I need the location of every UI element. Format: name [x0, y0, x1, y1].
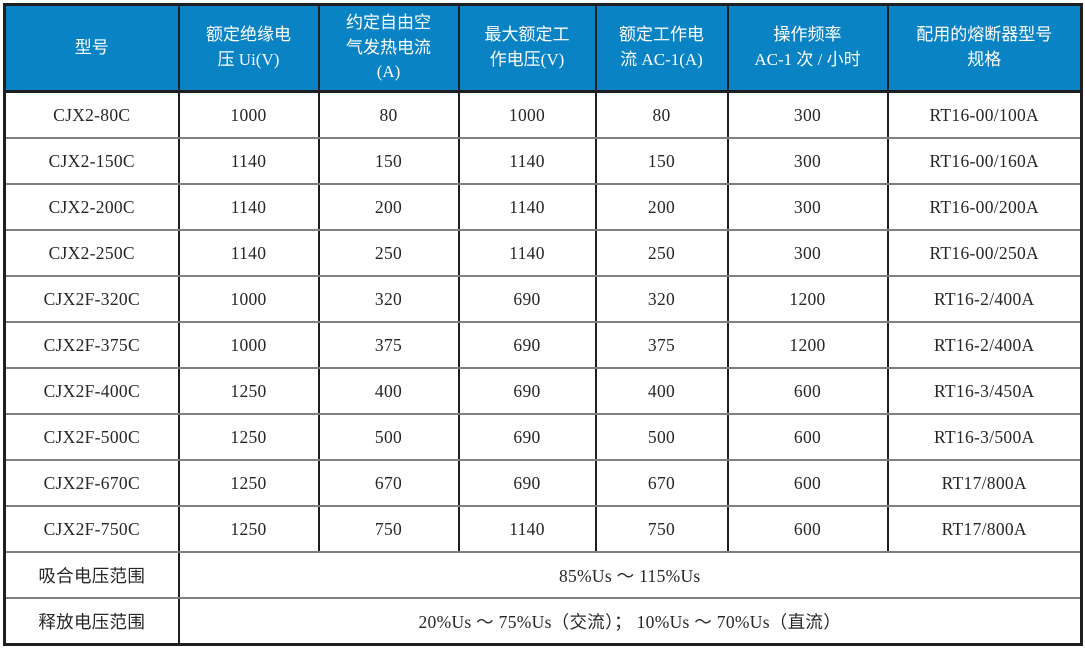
model-cell: CJX2F-750C — [3, 505, 180, 553]
value-cell: RT16-00/250A — [886, 229, 1083, 277]
value-cell: 1250 — [177, 367, 320, 415]
value-cell: 200 — [317, 183, 460, 231]
model-cell: CJX2F-375C — [3, 321, 180, 369]
value-cell: 1250 — [177, 505, 320, 553]
model-cell: CJX2-250C — [3, 229, 180, 277]
value-cell: 1000 — [177, 275, 320, 323]
value-cell: 400 — [317, 367, 460, 415]
table-row: CJX2F-400C 1250 400 690 400 600 RT16-3/450A — [3, 367, 1083, 415]
value-cell: 1200 — [726, 275, 889, 323]
value-cell: 690 — [457, 367, 597, 415]
value-cell: 750 — [317, 505, 460, 553]
table-row: CJX2F-500C 1250 500 690 500 600 RT16-3/500A — [3, 413, 1083, 461]
model-cell: CJX2-150C — [3, 137, 180, 185]
footer-label-cell: 吸合电压范围 — [3, 551, 180, 599]
value-cell: RT16-2/400A — [886, 275, 1083, 323]
value-cell: 1140 — [177, 229, 320, 277]
value-cell: 690 — [457, 413, 597, 461]
value-cell: RT16-2/400A — [886, 321, 1083, 369]
table-row: CJX2F-670C 1250 670 690 670 600 RT17/800A — [3, 459, 1083, 507]
table-row: CJX2F-375C 1000 375 690 375 1200 RT16-2/400A — [3, 321, 1083, 369]
value-cell: 670 — [594, 459, 729, 507]
value-cell: 1000 — [457, 90, 597, 139]
value-cell: 300 — [726, 90, 889, 139]
model-cell: CJX2-200C — [3, 183, 180, 231]
value-cell: 375 — [594, 321, 729, 369]
value-cell: 300 — [726, 137, 889, 185]
table-row: CJX2-200C 1140 200 1140 200 300 RT16-00/200A — [3, 183, 1083, 231]
value-cell: 80 — [317, 90, 460, 139]
value-cell: 1250 — [177, 459, 320, 507]
column-header-rated-insulation-voltage: 额定绝缘电 压 Ui(V) — [177, 3, 320, 93]
value-cell: 400 — [594, 367, 729, 415]
column-header-matching-fuse-model: 配用的熔断器型号 规格 — [886, 3, 1083, 93]
value-cell: 80 — [594, 90, 729, 139]
value-cell: 200 — [594, 183, 729, 231]
value-cell: 150 — [317, 137, 460, 185]
value-cell: 690 — [457, 321, 597, 369]
value-cell: 1140 — [457, 229, 597, 277]
value-cell: 300 — [726, 229, 889, 277]
column-header-operating-frequency: 操作频率 AC-1 次 / 小时 — [726, 3, 889, 93]
value-cell: 320 — [594, 275, 729, 323]
value-cell: 1140 — [457, 137, 597, 185]
value-cell: RT16-3/450A — [886, 367, 1083, 415]
model-cell: CJX2-80C — [3, 90, 180, 139]
value-cell: 600 — [726, 459, 889, 507]
value-cell: 1000 — [177, 321, 320, 369]
model-cell: CJX2F-400C — [3, 367, 180, 415]
contactor-spec-table: 型号 额定绝缘电 压 Ui(V) 约定自由空 气发热电流 (A) 最大额定工 作电压(… — [3, 3, 1083, 646]
value-cell: 600 — [726, 367, 889, 415]
value-cell: 690 — [457, 275, 597, 323]
value-cell: 1140 — [457, 183, 597, 231]
value-cell: 690 — [457, 459, 597, 507]
value-cell: RT16-00/200A — [886, 183, 1083, 231]
header-row: 型号 额定绝缘电 压 Ui(V) 约定自由空 气发热电流 (A) 最大额定工 作电压(… — [3, 3, 1083, 93]
model-cell: CJX2F-500C — [3, 413, 180, 461]
value-cell: RT16-00/160A — [886, 137, 1083, 185]
pickup-voltage-range-row: 吸合电压范围 85%Us ～ 115%Us — [3, 551, 1083, 599]
value-cell: 1200 — [726, 321, 889, 369]
column-header-max-rated-working-voltage: 最大额定工 作电压(V) — [457, 3, 597, 93]
table-row: CJX2-80C 1000 80 1000 80 300 RT16-00/100A — [3, 90, 1083, 139]
column-header-conventional-free-air-thermal-current: 约定自由空 气发热电流 (A) — [317, 3, 460, 93]
table-row: CJX2-250C 1140 250 1140 250 300 RT16-00/250A — [3, 229, 1083, 277]
value-cell: 1140 — [457, 505, 597, 553]
value-cell: 500 — [317, 413, 460, 461]
table-row: CJX2F-750C 1250 750 1140 750 600 RT17/800A — [3, 505, 1083, 553]
table-header: 型号 额定绝缘电 压 Ui(V) 约定自由空 气发热电流 (A) 最大额定工 作电压(… — [3, 3, 1083, 93]
column-header-model: 型号 — [3, 3, 180, 93]
footer-value-cell: 20%Us ～ 75%Us（交流）； 10%Us ～ 70%Us（直流） — [177, 597, 1083, 646]
value-cell: RT16-3/500A — [886, 413, 1083, 461]
value-cell: 150 — [594, 137, 729, 185]
value-cell: 320 — [317, 275, 460, 323]
column-header-rated-working-current-ac1: 额定工作电 流 AC-1(A) — [594, 3, 729, 93]
value-cell: 500 — [594, 413, 729, 461]
value-cell: RT17/800A — [886, 505, 1083, 553]
value-cell: 1000 — [177, 90, 320, 139]
value-cell: 375 — [317, 321, 460, 369]
value-cell: RT17/800A — [886, 459, 1083, 507]
table-row: CJX2-150C 1140 150 1140 150 300 RT16-00/160A — [3, 137, 1083, 185]
footer-value-cell: 85%Us ～ 115%Us — [177, 551, 1083, 599]
footer-label-cell: 释放电压范围 — [3, 597, 180, 646]
table-body: CJX2-80C 1000 80 1000 80 300 RT16-00/100A CJX2-… — [3, 90, 1083, 646]
value-cell: 600 — [726, 505, 889, 553]
value-cell: 600 — [726, 413, 889, 461]
value-cell: 300 — [726, 183, 889, 231]
value-cell: 250 — [594, 229, 729, 277]
model-cell: CJX2F-320C — [3, 275, 180, 323]
value-cell: 1140 — [177, 137, 320, 185]
model-cell: CJX2F-670C — [3, 459, 180, 507]
table-row: CJX2F-320C 1000 320 690 320 1200 RT16-2/400A — [3, 275, 1083, 323]
value-cell: 250 — [317, 229, 460, 277]
value-cell: 1140 — [177, 183, 320, 231]
value-cell: 1250 — [177, 413, 320, 461]
value-cell: 750 — [594, 505, 729, 553]
value-cell: RT16-00/100A — [886, 90, 1083, 139]
release-voltage-range-row: 释放电压范围 20%Us ～ 75%Us（交流）； 10%Us ～ 70%Us（直… — [3, 597, 1083, 646]
value-cell: 670 — [317, 459, 460, 507]
